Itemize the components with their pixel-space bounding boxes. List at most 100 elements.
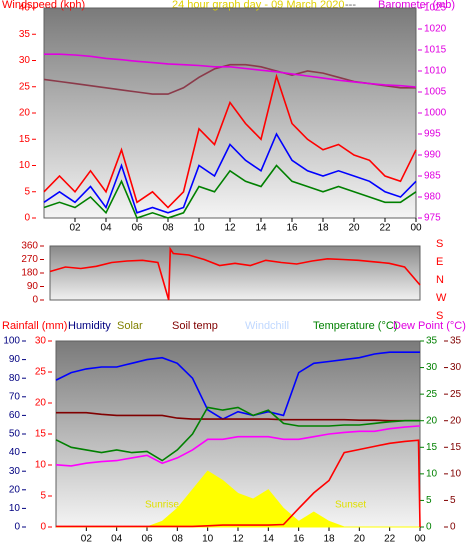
y-tick-label: 15	[35, 429, 47, 440]
legend-rainfall: Rainfall (mm)	[2, 320, 67, 332]
x-tick-label: 18	[317, 223, 329, 234]
y-tick-label: 10	[9, 503, 21, 514]
y-tick-label: 35	[450, 336, 462, 347]
y-tick-label: 0	[450, 522, 456, 533]
y-tick-label: 1000	[424, 108, 447, 119]
y-tick-label: 20	[426, 415, 438, 426]
compass-label: E	[436, 256, 443, 268]
sunrise-label: Sunrise	[145, 500, 179, 511]
line	[43, 164, 417, 219]
x-tick-label: 08	[172, 534, 184, 545]
y-tick-label: 5	[24, 186, 30, 197]
y-tick-label: 25	[450, 389, 462, 400]
legend-solar: Solar	[117, 320, 143, 332]
y-tick-label: 5	[40, 491, 46, 502]
y-tick-label: 10	[35, 460, 47, 471]
y-tick-label: 35	[426, 336, 438, 347]
y-tick-label: 25	[426, 389, 438, 400]
y-tick-label: 985	[424, 171, 441, 182]
y-tick-label: 995	[424, 129, 441, 140]
x-tick-label: 00	[410, 223, 422, 234]
y-tick-label: 360	[21, 241, 38, 252]
y2-axis-title: Barometer (mb)	[378, 0, 455, 11]
y-tick-label: 30	[9, 466, 21, 477]
y-tick-label: 0	[40, 522, 46, 533]
x-tick-label: 06	[131, 223, 143, 234]
y-tick-label: 25	[35, 367, 47, 378]
compass-label: N	[436, 274, 444, 286]
compass-label: W	[436, 292, 447, 304]
y-tick-label: 15	[450, 442, 462, 453]
chart-title: 24 hour graph day - 09 March 2020	[172, 0, 344, 11]
line	[44, 53, 417, 88]
y-tick-label: 990	[424, 150, 441, 161]
y-tick-label: 20	[9, 484, 21, 495]
compass-label: S	[436, 238, 443, 250]
y-tick-label: 270	[21, 254, 38, 265]
y-tick-label: 0	[14, 522, 20, 533]
y-tick-label: 1015	[424, 45, 447, 56]
x-tick-label: 02	[69, 223, 81, 234]
x-tick-label: 22	[384, 534, 396, 545]
y-tick-label: 1005	[424, 87, 447, 98]
x-tick-label: 22	[379, 223, 391, 234]
y-tick-label: 15	[426, 442, 438, 453]
x-tick-label: 20	[354, 534, 366, 545]
plot-frame	[49, 245, 421, 301]
y-tick-label: 10	[426, 468, 438, 479]
y-tick-label: 90	[9, 354, 21, 365]
x-tick-label: 18	[323, 534, 335, 545]
x-tick-label: 14	[255, 223, 267, 234]
sunset-label: Sunset	[335, 500, 366, 511]
legend-soil-temp: Soil temp	[172, 320, 218, 332]
y-tick-label: 25	[19, 81, 31, 92]
panel-wind	[44, 8, 416, 218]
y-tick-label: 50	[9, 429, 21, 440]
line	[55, 351, 420, 421]
panel-direction	[50, 246, 420, 300]
y-tick-label: 80	[9, 373, 21, 384]
line	[56, 439, 421, 528]
y-tick-label: 40	[9, 447, 21, 458]
y-tick-label: 30	[426, 362, 438, 373]
line	[55, 425, 420, 467]
y-tick-label: 1025	[424, 3, 447, 14]
y-tick-label: 30	[19, 55, 31, 66]
y-tick-label: 35	[19, 29, 31, 40]
y-tick-label: 10	[19, 160, 31, 171]
x-tick-label: 02	[81, 534, 93, 545]
y-tick-label: 30	[35, 336, 47, 347]
y-tick-label: 20	[19, 108, 31, 119]
y-tick-label: 60	[9, 410, 21, 421]
separator: ---	[345, 0, 356, 11]
y-tick-label: 70	[9, 391, 21, 402]
y-tick-label: 1010	[424, 66, 447, 77]
y-tick-label: 5	[426, 495, 432, 506]
y-tick-label: 15	[19, 134, 31, 145]
y-tick-label: 20	[450, 415, 462, 426]
x-tick-label: 06	[141, 534, 153, 545]
y-tick-label: 0	[24, 213, 30, 224]
x-tick-label: 04	[100, 223, 112, 234]
x-tick-label: 10	[202, 534, 214, 545]
y-tick-label: 100	[3, 336, 20, 347]
y-tick-label: 40	[19, 3, 31, 14]
y-tick-label: 0	[426, 522, 432, 533]
line	[56, 411, 420, 422]
x-tick-label: 20	[348, 223, 360, 234]
y-tick-label: 5	[450, 495, 456, 506]
x-tick-label: 12	[224, 223, 236, 234]
y-tick-label: 30	[450, 362, 462, 373]
legend-windchill: Windchill	[245, 320, 289, 332]
legend-humidity: Humidity	[68, 320, 111, 332]
y-tick-label: 180	[21, 268, 38, 279]
x-tick-label: 14	[263, 534, 275, 545]
y-axis-title: Windspeed (kph)	[2, 0, 85, 11]
legend-dew-point: Dew Point (°C)	[393, 320, 466, 332]
line	[43, 73, 417, 209]
x-tick-label: 00	[414, 534, 426, 545]
x-tick-label: 16	[286, 223, 298, 234]
x-tick-label: 08	[162, 223, 174, 234]
x-tick-label: 10	[193, 223, 205, 234]
